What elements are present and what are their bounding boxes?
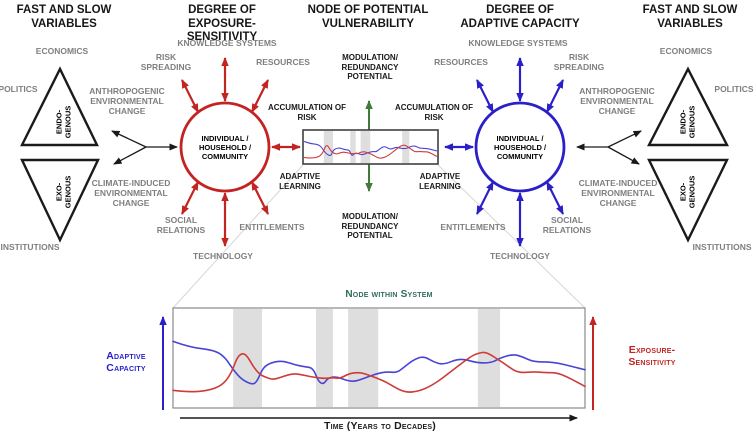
label-resources-left: RESOURCES [256,57,310,67]
label-modulation-top: MODULATION/ REDUNDANCY POTENTIAL [341,53,399,81]
label-entitlements-left: ENTITLEMENTS [239,222,305,232]
community-circle-adaptive [474,101,566,193]
zoom-connector-right [437,164,586,309]
chart-ylabel-adaptive: Adaptive Capacity [106,350,146,374]
disturbance-band [348,309,379,407]
disturbance-band [402,131,410,163]
label-social-right: SOCIAL RELATIONS [542,215,592,235]
chart-title: Node within System [345,289,433,300]
label-risk-spreading-left: RISK SPREADING [140,52,192,72]
exposure-spokes [181,57,301,247]
label-politics-right: POLITICS [714,84,753,94]
label-entitlements-right: ENTITLEMENTS [440,222,506,232]
curve-adaptive-capacity [303,141,438,156]
curve-exposure-sensitivity [303,144,438,159]
header-fast-slow-left: FAST AND SLOW VARIABLES [16,4,112,30]
label-endogenous-left: ENDO-GENOUS [54,105,73,139]
label-politics-left: POLITICS [0,84,38,94]
disturbance-band [315,309,333,407]
community-text-right: INDIVIDUAL / HOUSEHOLD / COMMUNITY [493,134,547,161]
curve-adaptive-capacity [172,340,586,385]
node-box-mini-chart [303,131,438,163]
exogenous-triangle-right [647,158,729,243]
label-knowledge-left: KNOWLEDGE SYSTEMS [177,38,277,48]
label-risk-spreading-right: RISK SPREADING [553,52,605,72]
header-degree-exposure: DEGREE OF EXPOSURE-SENSITIVITY [186,4,258,43]
node-within-system-curves [172,309,586,407]
label-accumulation-left: ACCUMULATION OF RISK [267,103,347,122]
header-node-vulnerability: NODE OF POTENTIAL VULNERABILITY [307,4,429,30]
label-institutions-right: INSTITUTIONS [692,242,752,252]
header-degree-adaptive: DEGREE OF ADAPTIVE CAPACITY [460,4,580,30]
label-technology-left: TECHNOLOGY [193,251,253,261]
variables-to-community-arrows-right [576,130,642,165]
label-adaptive-learning-right: ADAPTIVE LEARNING [419,172,461,191]
label-exogenous-left: EXO-GENOUS [54,175,73,209]
endogenous-triangle-right [647,66,729,147]
disturbance-band [477,309,501,407]
label-anthropogenic-right: ANTHROPOGENIC ENVIRONMENTAL CHANGE [579,86,655,116]
header-fast-slow-right: FAST AND SLOW VARIABLES [642,4,738,30]
exogenous-triangle-left [20,158,100,243]
community-text-left: INDIVIDUAL / HOUSEHOLD / COMMUNITY [198,134,252,161]
chart-xlabel-time: Time (Years to Decades) [323,420,437,432]
community-circle-exposure [179,101,271,193]
label-exogenous-right: EXO-GENOUS [678,175,697,209]
label-accumulation-right: ACCUMULATION OF RISK [394,103,474,122]
label-social-left: SOCIAL RELATIONS [156,215,206,235]
adaptive-spokes [444,57,564,247]
label-modulation-bottom: MODULATION/ REDUNDANCY POTENTIAL [341,212,399,240]
label-adaptive-learning-left: ADAPTIVE LEARNING [279,172,321,191]
label-climate-right: CLIMATE-INDUCED ENVIRONMENTAL CHANGE [578,178,658,208]
chart-ylabel-exposure: Exposure-Sensitivity [628,344,676,368]
disturbance-band [360,131,371,163]
label-endogenous-right: ENDO-GENOUS [678,105,697,139]
label-resources-right: RESOURCES [434,57,488,67]
disturbance-band [350,131,356,163]
label-technology-right: TECHNOLOGY [490,251,550,261]
label-economics-right: ECONOMICS [659,46,713,56]
label-knowledge-right: KNOWLEDGE SYSTEMS [468,38,568,48]
label-anthropogenic-left: ANTHROPOGENIC ENVIRONMENTAL CHANGE [89,86,165,116]
label-institutions-left: INSTITUTIONS [0,242,60,252]
curve-exposure-sensitivity [172,351,586,393]
endogenous-triangle-left [20,66,99,147]
label-economics-left: ECONOMICS [35,46,89,56]
label-climate-left: CLIMATE-INDUCED ENVIRONMENTAL CHANGE [91,178,171,208]
zoom-connector-left [172,164,304,309]
variables-to-community-arrows-left [111,130,178,165]
